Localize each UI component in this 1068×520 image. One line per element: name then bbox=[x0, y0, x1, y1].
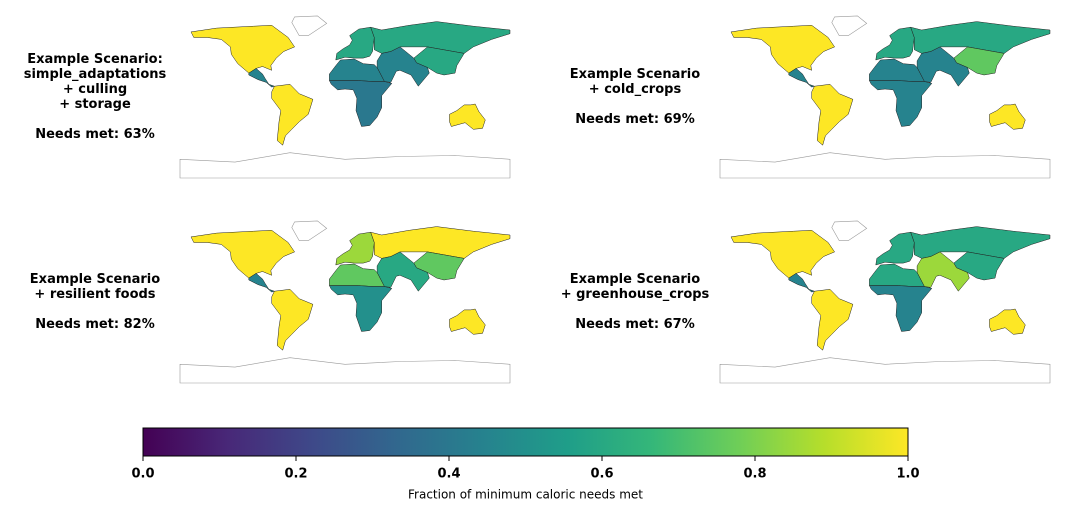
scenario-title: simple_adaptations bbox=[24, 67, 167, 82]
region bbox=[989, 103, 1026, 130]
region bbox=[875, 26, 915, 61]
scenario-title: Example Scenario bbox=[30, 272, 160, 287]
tick-label: 0.6 bbox=[590, 467, 613, 482]
region bbox=[989, 308, 1026, 335]
greenland bbox=[831, 220, 868, 241]
tick-label: 0.2 bbox=[284, 467, 307, 482]
world-map bbox=[719, 220, 1051, 384]
region bbox=[271, 289, 314, 351]
scenario-title: + cold_crops bbox=[589, 82, 682, 97]
region bbox=[271, 84, 314, 146]
region bbox=[370, 21, 511, 54]
region bbox=[811, 84, 854, 146]
world-map bbox=[179, 15, 511, 179]
scenario-title: Example Scenario bbox=[570, 67, 700, 82]
region bbox=[868, 285, 933, 332]
needs-met: Needs met: 67% bbox=[575, 317, 695, 332]
region bbox=[190, 25, 295, 74]
needs-met: Needs met: 69% bbox=[575, 112, 695, 127]
region bbox=[329, 58, 385, 82]
needs-met: Needs met: 82% bbox=[35, 317, 155, 332]
region bbox=[449, 103, 486, 130]
colorbar-label: Fraction of minimum caloric needs met bbox=[408, 488, 643, 502]
region bbox=[868, 80, 933, 127]
scenario-title: + greenhouse_crops bbox=[561, 287, 710, 302]
region bbox=[730, 25, 835, 74]
region bbox=[869, 58, 925, 82]
region bbox=[329, 263, 385, 287]
scenario-title: Example Scenario bbox=[570, 272, 700, 287]
region bbox=[370, 226, 511, 259]
antarctica bbox=[719, 152, 1051, 179]
region bbox=[248, 68, 276, 88]
region bbox=[248, 273, 276, 293]
greenland bbox=[291, 220, 328, 241]
greenland bbox=[291, 15, 328, 36]
greenland bbox=[831, 15, 868, 36]
scenario-title: + resilient foods bbox=[34, 287, 155, 302]
region bbox=[328, 80, 393, 127]
region bbox=[190, 230, 295, 279]
antarctica bbox=[179, 357, 511, 384]
tick-label: 0.0 bbox=[131, 467, 154, 482]
region bbox=[869, 263, 925, 287]
region bbox=[449, 308, 486, 335]
scenario-title: Example Scenario: bbox=[27, 52, 163, 67]
tick-label: 1.0 bbox=[896, 467, 919, 482]
region bbox=[788, 273, 816, 293]
region bbox=[328, 285, 393, 332]
region bbox=[376, 251, 430, 292]
region bbox=[811, 289, 854, 351]
region bbox=[875, 231, 915, 266]
tick-label: 0.4 bbox=[437, 467, 460, 482]
region bbox=[910, 226, 1051, 259]
antarctica bbox=[179, 152, 511, 179]
region bbox=[335, 26, 375, 61]
scenario-title: + culling bbox=[63, 82, 127, 97]
antarctica bbox=[719, 357, 1051, 384]
region bbox=[376, 46, 430, 87]
region bbox=[730, 230, 835, 279]
region bbox=[788, 68, 816, 88]
scenario-title: + storage bbox=[59, 97, 131, 112]
region bbox=[335, 231, 375, 266]
world-map bbox=[179, 220, 511, 384]
region bbox=[916, 46, 970, 87]
region bbox=[910, 21, 1051, 54]
region bbox=[916, 251, 970, 292]
needs-met: Needs met: 63% bbox=[35, 127, 155, 142]
colorbar bbox=[142, 427, 909, 457]
tick-label: 0.8 bbox=[743, 467, 766, 482]
world-map bbox=[719, 15, 1051, 179]
